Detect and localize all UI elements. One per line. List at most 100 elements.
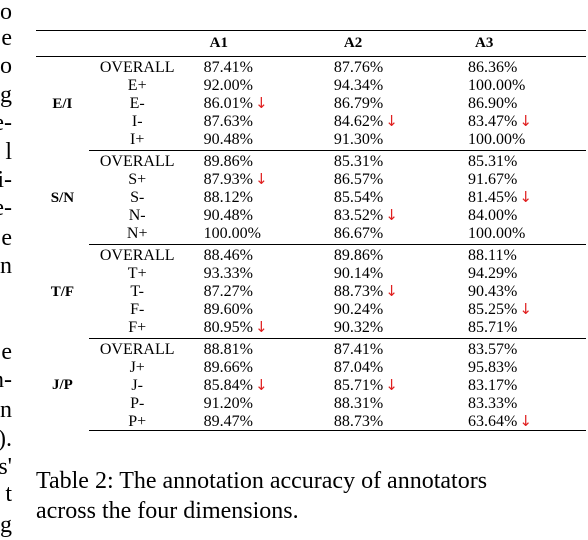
row-type-label: J- bbox=[131, 376, 143, 394]
table-caption: Table 2: The annotation accuracy of anno… bbox=[36, 466, 588, 526]
row-type-label: T+ bbox=[127, 265, 147, 283]
accuracy-cell-a3: 83.57% bbox=[451, 338, 586, 358]
accuracy-cell-a2: 85.71% ↓ bbox=[324, 376, 451, 395]
accuracy-cell-a1: 92.00% bbox=[186, 77, 324, 95]
accuracy-cell-a1: 80.95% ↓ bbox=[185, 317, 324, 339]
table-row: T+ 93.33% 90.14% 94.29% bbox=[36, 265, 586, 283]
accuracy-value: 86.01% bbox=[203, 94, 253, 112]
left-column-fragment: o bbox=[0, 0, 12, 25]
row-type-label: N- bbox=[128, 206, 146, 224]
accuracy-cell-a1: 90.48% bbox=[186, 206, 324, 224]
dimension-label: T/F bbox=[50, 283, 75, 300]
accuracy-value: 85.71% bbox=[333, 376, 384, 394]
down-arrow-icon: ↓ bbox=[519, 299, 532, 318]
left-column-fragment: i- bbox=[0, 167, 12, 193]
header-dimension bbox=[36, 30, 89, 57]
accuracy-value: 87.93% bbox=[203, 171, 253, 189]
table-row: E+ 92.00% 94.34% 100.00% bbox=[36, 77, 586, 95]
row-type-label: S+ bbox=[128, 171, 147, 189]
table-body: E/I OVERALL 87.41% 87.76% 86.36% E+ 92.00% 94.3… bbox=[36, 57, 586, 431]
left-column-fragment: t bbox=[5, 481, 12, 507]
down-arrow-icon: ↓ bbox=[255, 317, 268, 336]
left-column-fragment: g bbox=[0, 512, 12, 538]
accuracy-value: 88.11% bbox=[468, 247, 517, 265]
accuracy-value: 81.45% bbox=[468, 188, 518, 206]
accuracy-value: 85.54% bbox=[333, 188, 384, 206]
table-row: F- 89.60% 90.24% 85.25% ↓ bbox=[36, 300, 586, 318]
table-row: J+ 89.66% 87.04% 95.83% bbox=[36, 359, 586, 377]
accuracy-cell-a1: 93.33% bbox=[186, 265, 324, 283]
table-row: S/N OVERALL 89.86% 85.31% 85.31% bbox=[36, 150, 586, 206]
accuracy-cell-a3: 100.00% bbox=[451, 77, 586, 95]
accuracy-cell-a1: 90.48% bbox=[185, 130, 324, 151]
accuracy-value: 86.67% bbox=[333, 224, 384, 242]
down-arrow-icon: ↓ bbox=[519, 111, 532, 130]
row-type-label: I- bbox=[131, 112, 143, 130]
accuracy-value: 90.24% bbox=[333, 300, 384, 318]
accuracy-cell-a2: 90.32% bbox=[323, 318, 452, 339]
accuracy-value: 83.52% bbox=[333, 206, 384, 224]
left-column-fragment: o bbox=[0, 53, 12, 79]
accuracy-cell-a2: 86.79% bbox=[324, 95, 451, 113]
row-type-label: P- bbox=[130, 394, 145, 412]
accuracy-cell-a3: 100.00% bbox=[451, 130, 586, 151]
accuracy-cell-a3: 83.47% ↓ bbox=[451, 112, 586, 130]
accuracy-cell-a2: 84.62% ↓ bbox=[324, 112, 451, 130]
down-arrow-icon: ↓ bbox=[519, 187, 532, 206]
accuracy-value: 87.76% bbox=[333, 59, 384, 77]
table-row: F+ 80.95% ↓ 90.32% 85.71% bbox=[36, 317, 586, 339]
accuracy-value: 100.00% bbox=[203, 224, 261, 242]
row-type-label: I+ bbox=[88, 130, 186, 151]
cropped-left-column-text: oeoge-li-e-enen-n).s'tg bbox=[0, 0, 12, 540]
table-row: E/I OVERALL 87.41% 87.76% 86.36% bbox=[36, 57, 586, 112]
accuracy-value: 87.04% bbox=[333, 359, 384, 377]
row-type-label: N+ bbox=[88, 224, 186, 245]
accuracy-cell-a1: 89.66% bbox=[186, 359, 324, 377]
accuracy-value: 92.00% bbox=[203, 77, 253, 95]
header-a2: A2 bbox=[323, 30, 452, 57]
row-type-label: S- bbox=[130, 188, 145, 206]
accuracy-cell-a1: 85.84% ↓ bbox=[186, 376, 324, 395]
down-arrow-icon: ↓ bbox=[255, 93, 268, 112]
accuracy-value: 86.36% bbox=[468, 59, 518, 77]
row-type-label: OVERALL bbox=[99, 247, 175, 265]
left-column-fragment: e bbox=[1, 225, 12, 251]
table-row: T- 87.27% 88.73% ↓ 90.43% bbox=[36, 281, 586, 301]
accuracy-cell-a3: 86.90% bbox=[451, 95, 586, 113]
down-arrow-icon: ↓ bbox=[519, 411, 532, 430]
accuracy-cell-a2: 85.31% bbox=[324, 150, 451, 170]
accuracy-value: 90.48% bbox=[203, 130, 253, 148]
table-row: S+ 87.93% ↓ 86.57% 91.67% bbox=[36, 171, 586, 189]
accuracy-value: 85.31% bbox=[468, 153, 518, 171]
accuracy-value: 87.41% bbox=[333, 341, 384, 359]
down-arrow-icon: ↓ bbox=[385, 281, 398, 300]
table-row: E- 86.01% ↓ 86.79% 86.90% bbox=[36, 93, 586, 113]
accuracy-cell-a2: 88.73% bbox=[323, 412, 452, 431]
accuracy-cell-a1: 87.41% bbox=[186, 57, 324, 77]
accuracy-cell-a2: 91.30% bbox=[323, 130, 452, 151]
accuracy-cell-a3: 85.71% bbox=[451, 318, 586, 339]
accuracy-value: 90.32% bbox=[333, 318, 384, 336]
accuracy-cell-a2: 87.76% bbox=[324, 57, 451, 77]
accuracy-value: 88.73% bbox=[333, 282, 384, 300]
accuracy-value: 85.25% bbox=[468, 300, 518, 318]
accuracy-value: 100.00% bbox=[468, 224, 526, 242]
accuracy-value: 91.20% bbox=[203, 394, 253, 412]
accuracy-value: 95.83% bbox=[468, 359, 518, 377]
accuracy-value: 83.17% bbox=[468, 376, 518, 394]
accuracy-cell-a3: 85.31% bbox=[451, 150, 586, 170]
accuracy-cell-a3: 91.67% bbox=[451, 171, 586, 189]
accuracy-value: 88.31% bbox=[333, 394, 384, 412]
accuracy-cell-a3: 63.64% ↓ bbox=[451, 411, 586, 431]
accuracy-cell-a1: 89.47% bbox=[185, 412, 324, 431]
accuracy-value: 87.27% bbox=[203, 282, 253, 300]
table-row: T/F OVERALL 88.46% 89.86% 88.11% bbox=[36, 244, 586, 300]
accuracy-cell-a3: 100.00% bbox=[451, 224, 586, 245]
accuracy-cell-a3: 83.17% bbox=[451, 377, 586, 395]
dimension-label: J/P bbox=[51, 376, 73, 393]
accuracy-value: 89.47% bbox=[203, 412, 253, 430]
down-arrow-icon: ↓ bbox=[255, 170, 268, 189]
table-row: N+ 100.00% 86.67% 100.00% bbox=[36, 224, 586, 245]
accuracy-value: 89.60% bbox=[203, 300, 253, 318]
accuracy-cell-a1: 87.93% ↓ bbox=[186, 171, 324, 189]
